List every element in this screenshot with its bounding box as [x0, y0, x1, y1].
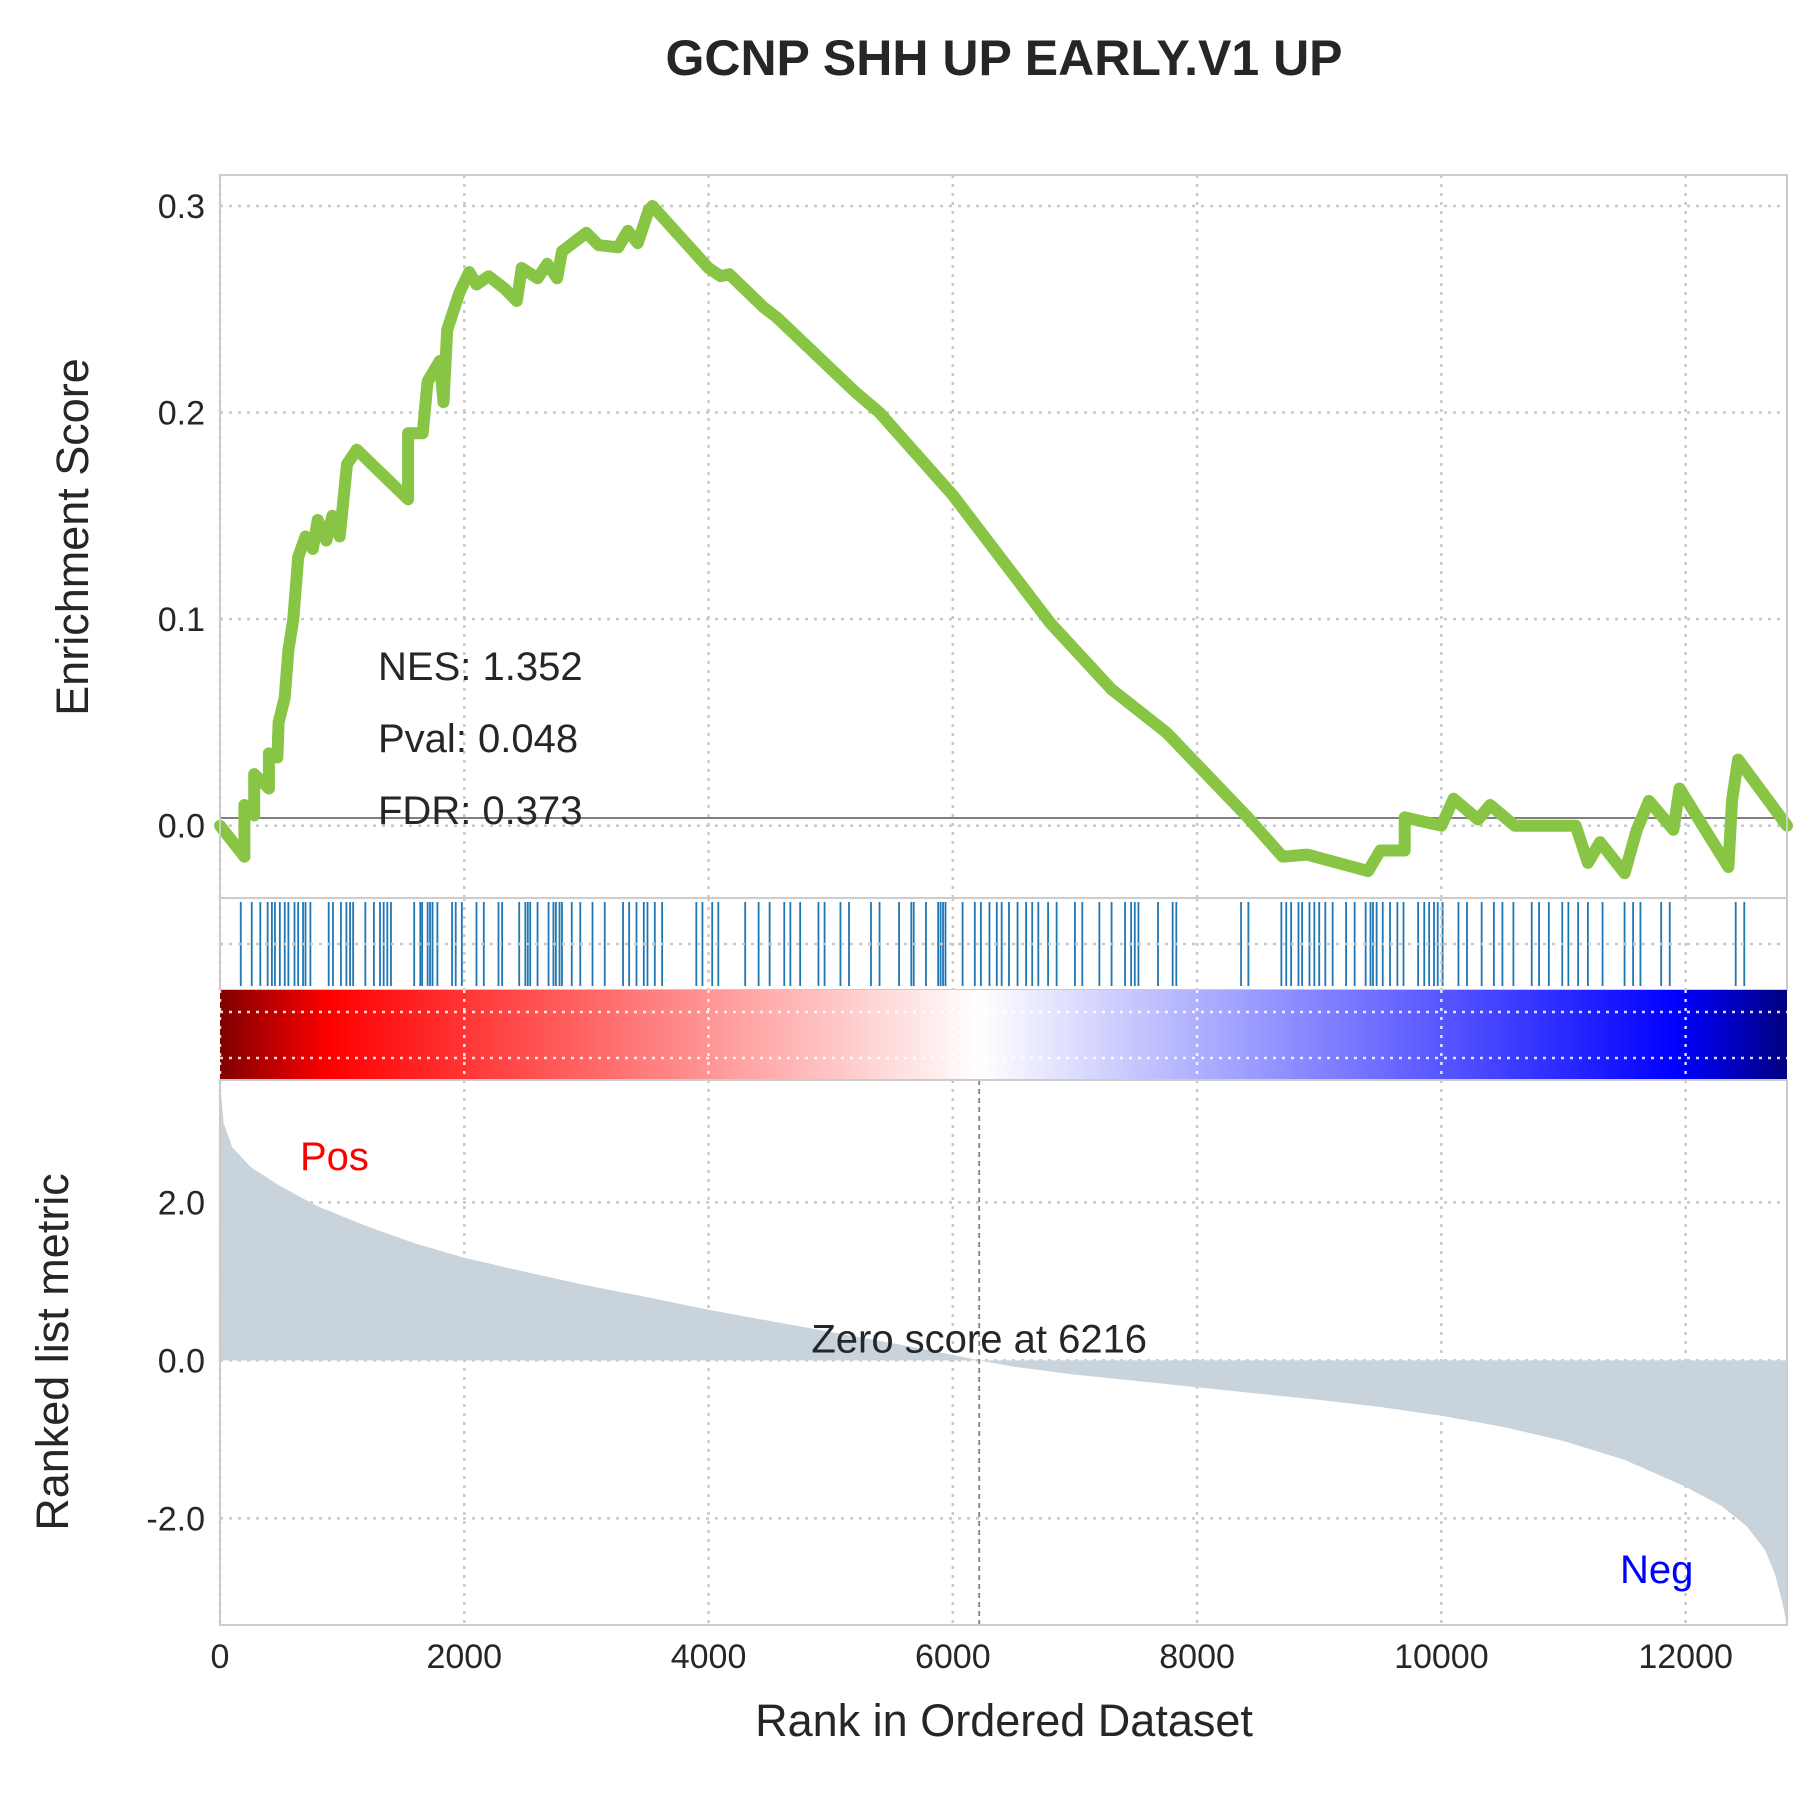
es-y-tick-label: 0.0	[158, 808, 205, 846]
x-tick-label: 8000	[1159, 1638, 1235, 1676]
es-y-axis-label: Enrichment Score	[47, 358, 98, 716]
stat-fdr: FDR: 0.373	[378, 789, 583, 833]
metric-y-tick-labels: -2.0 0.0 2.0	[146, 1184, 205, 1538]
es-y-tick-label: 0.2	[158, 395, 205, 433]
x-tick-label: 0	[211, 1638, 230, 1676]
x-tick-label: 4000	[671, 1638, 747, 1676]
stat-nes: NES: 1.352	[378, 645, 583, 689]
pos-label: Pos	[300, 1135, 369, 1179]
zero-score-label: Zero score at 6216	[811, 1317, 1147, 1361]
es-running-score-line	[214, 200, 1793, 880]
metric-frame	[219, 1079, 1788, 1626]
stat-pval: Pval: 0.048	[378, 717, 578, 761]
x-tick-label: 2000	[426, 1638, 502, 1676]
metric-y-tick-label: 0.0	[158, 1342, 205, 1380]
rank-heatmap-strip	[220, 990, 1787, 1080]
heatmap-gridlines	[218, 990, 1787, 1080]
ranked-metric-area	[220, 1080, 1787, 1625]
x-axis-label: Rank in Ordered Dataset	[755, 1695, 1253, 1746]
metric-y-tick-label: 2.0	[158, 1184, 205, 1222]
metric-y-tick-label: -2.0	[146, 1500, 205, 1538]
x-axis-tick-labels: 0 2000 4000 6000 8000 10000 12000	[211, 1638, 1733, 1676]
enrichment-score-panel: 0.0 0.1 0.2 0.3 NES: 1.352 Pval: 0.048 FDR:…	[47, 174, 1793, 899]
x-tick-label: 10000	[1394, 1638, 1489, 1676]
neg-label: Neg	[1620, 1548, 1693, 1592]
ranked-metric-panel: Zero score at 6216 Pos Neg -2.0 0.0 2.0 Ra…	[27, 1079, 1788, 1626]
x-tick-label: 12000	[1638, 1638, 1733, 1676]
es-y-tick-label: 0.1	[158, 601, 205, 639]
es-y-tick-label: 0.3	[158, 188, 205, 226]
rank-heatmap-panel	[218, 990, 1787, 1080]
x-tick-label: 6000	[915, 1638, 991, 1676]
gene-hit-panel	[218, 897, 1788, 991]
es-y-tick-labels: 0.0 0.1 0.2 0.3	[158, 188, 205, 846]
chart-title: GCNP SHH UP EARLY.V1 UP	[665, 30, 1342, 86]
metric-y-axis-label: Ranked list metric	[27, 1173, 78, 1531]
